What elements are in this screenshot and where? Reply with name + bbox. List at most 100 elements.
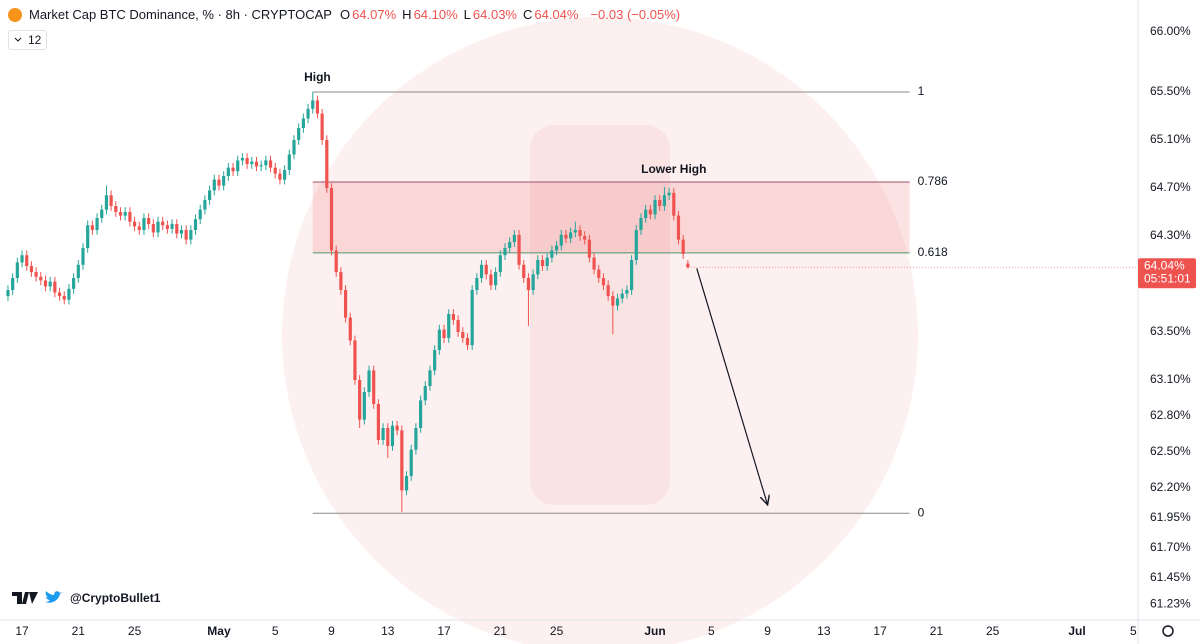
y-tick-label: 62.80% — [1150, 408, 1191, 422]
candle-body — [212, 179, 216, 191]
title: Market Cap BTC Dominance, % · 8h · CRYPT… — [29, 7, 332, 22]
x-tick-label: 5 — [708, 624, 715, 638]
candle-body — [569, 232, 573, 239]
candle-body — [320, 113, 324, 141]
candle-body — [653, 200, 657, 215]
candle-body — [179, 230, 184, 234]
candle-body — [620, 293, 624, 299]
candle-body — [447, 314, 451, 339]
candle-body — [470, 290, 474, 346]
annotation: High — [304, 70, 331, 84]
y-tick-label: 66.00% — [1150, 24, 1191, 38]
candle-body — [57, 292, 62, 297]
candle-body — [442, 329, 446, 339]
candle-body — [222, 176, 226, 186]
y-tick-label: 61.70% — [1150, 540, 1191, 554]
x-tick-label: 21 — [72, 624, 86, 638]
candle-body — [170, 224, 174, 229]
candle-body — [339, 272, 343, 291]
candle-body — [329, 188, 334, 251]
candle-body — [676, 215, 681, 240]
symbol-icon — [8, 7, 22, 22]
candle-body — [226, 167, 230, 177]
candle-body — [512, 234, 516, 243]
candle-body — [15, 262, 19, 279]
candle-body — [86, 225, 90, 249]
candle-body — [43, 280, 48, 287]
candle-body — [658, 200, 662, 207]
candle-body — [672, 192, 676, 216]
candle-body — [540, 260, 545, 267]
change: −0.03 (−0.05%) — [590, 7, 681, 22]
y-tick-label: 63.10% — [1150, 372, 1191, 386]
y-tick-label: 65.10% — [1150, 132, 1191, 146]
candle-body — [315, 100, 320, 114]
x-tick-label: 21 — [494, 624, 508, 638]
legend-value: 64.04% — [534, 7, 579, 22]
candle-body — [104, 195, 109, 210]
candle-body — [245, 158, 249, 165]
candle-body — [325, 140, 329, 189]
candle-body — [423, 386, 427, 401]
fib-label: 0.786 — [918, 174, 948, 188]
candle-body — [545, 257, 549, 267]
candle-body — [297, 128, 301, 141]
last-price-tag — [1138, 258, 1196, 289]
candle-body — [123, 212, 127, 216]
candle-body — [273, 167, 277, 174]
projection-arrow — [696, 268, 768, 504]
y-tick-label: 63.50% — [1150, 324, 1191, 338]
candle-body — [564, 234, 568, 239]
candle-body — [161, 221, 165, 226]
candle-body — [147, 218, 151, 225]
candle-body — [601, 278, 606, 286]
legend-key: H — [402, 7, 412, 22]
candle-body — [283, 170, 287, 180]
candle-body — [156, 221, 160, 233]
candle-body — [53, 281, 57, 293]
candle-body — [90, 225, 94, 231]
candle-body — [268, 160, 273, 168]
candle-body — [165, 225, 169, 229]
candle-body — [644, 209, 648, 219]
x-tick-label: 17 — [437, 624, 451, 638]
candle-body — [381, 428, 385, 441]
candle-body — [395, 425, 399, 431]
settings-icon[interactable] — [1162, 625, 1174, 637]
candle-body — [118, 212, 123, 216]
bird-icon — [45, 591, 63, 603]
candle-body — [526, 278, 531, 291]
candle-body — [250, 161, 254, 165]
y-tick-label: 64.70% — [1150, 180, 1191, 194]
indicator-count: 12 — [28, 33, 42, 47]
x-tick-label: 13 — [817, 624, 831, 638]
candle-body — [428, 370, 432, 387]
candle-body — [559, 234, 563, 246]
candle-body — [686, 263, 690, 268]
legend-value: 64.03% — [472, 7, 517, 22]
candle-body — [151, 224, 155, 233]
candle-body — [67, 288, 71, 300]
candle-body — [583, 236, 587, 240]
candle-body — [189, 230, 193, 240]
indicator-toggle[interactable]: 12 — [8, 30, 48, 50]
x-tick-label: 5 — [1130, 624, 1137, 638]
candle-body — [400, 430, 404, 491]
credit: @CryptoBullet1 — [12, 590, 160, 606]
candle-body — [625, 290, 629, 294]
candle-body — [358, 380, 362, 420]
candle-body — [667, 192, 671, 196]
candle-body — [522, 264, 526, 279]
candle-body — [437, 329, 441, 351]
candle-body — [198, 209, 202, 220]
candle-body — [259, 165, 263, 167]
x-tick-label: 9 — [764, 624, 771, 638]
candle-body — [175, 224, 179, 234]
candle-body — [287, 154, 291, 171]
candle-body — [48, 281, 52, 287]
candle-body — [264, 160, 268, 166]
candle-body — [536, 260, 540, 275]
y-tick-label: 61.23% — [1150, 597, 1191, 611]
